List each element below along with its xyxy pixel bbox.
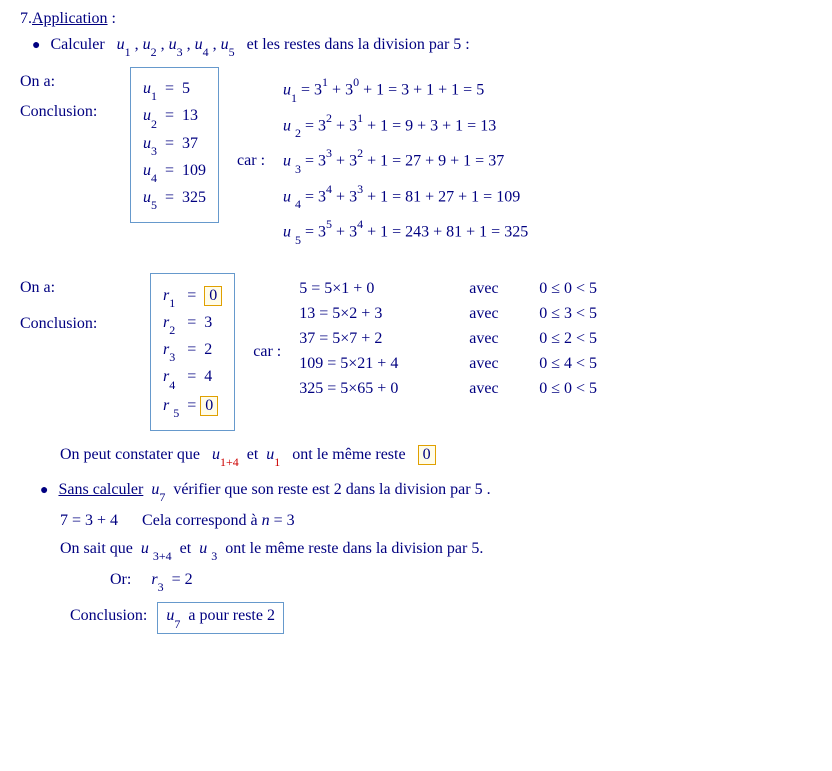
u-var: u <box>169 36 177 53</box>
constat-highlight: 0 <box>418 445 436 465</box>
bullet-sans-calculer: ● Sans calculer u7 vérifier que son rest… <box>40 481 812 502</box>
r-values-row: On a: Conclusion: r1 = 0 r2 = 3 r3 = 2 r… <box>20 273 812 431</box>
r1-line: r1 = 0 <box>163 286 222 308</box>
labels-col: On a: Conclusion: <box>20 67 130 121</box>
title-number: 7. <box>20 10 32 27</box>
sub-1p4: 1+4 <box>220 455 239 469</box>
u-var: u <box>195 36 203 53</box>
bullet-icon: ● <box>32 38 40 53</box>
u3-line: u3 = 37 <box>143 135 206 156</box>
title-text: Application <box>32 10 108 27</box>
u4-calc: u 4 = 34 + 33 + 1 = 81 + 27 + 1 = 109 <box>283 184 812 210</box>
conclusion-label3: Conclusion: <box>70 607 147 624</box>
section-title: 7.Application : <box>20 10 812 28</box>
sub7: 7 <box>159 490 165 504</box>
title-colon: : <box>108 10 116 27</box>
u1-calc: u1 = 31 + 30 + 1 = 3 + 1 + 1 = 5 <box>283 77 812 103</box>
u-box: u1 = 5 u2 = 13 u3 = 37 u4 = 109 u5 = 325 <box>130 67 219 223</box>
r5-highlight: 0 <box>200 396 218 416</box>
d2: 13 = 5×2 + 3avec0 ≤ 3 < 5 <box>299 305 812 323</box>
d5: 325 = 5×65 + 0avec0 ≤ 0 < 5 <box>299 380 812 398</box>
conclusion-label2: Conclusion: <box>20 315 150 333</box>
bullet-calculer: ● Calculer u1 , u2 , u3 , u4 , u5 et les… <box>32 36 812 57</box>
bullet-icon2: ● <box>40 483 48 498</box>
u3-calc: u 3 = 33 + 32 + 1 = 27 + 9 + 1 = 37 <box>283 148 812 174</box>
r4-line: r4 = 4 <box>163 368 222 389</box>
r1-highlight: 0 <box>204 286 222 306</box>
on-a-label2: On a: <box>20 279 150 297</box>
u-var: u <box>143 36 151 53</box>
r3-line: r3 = 2 <box>163 341 222 362</box>
bullet2-b: vérifier que son reste est 2 dans la div… <box>173 481 490 498</box>
sub5: 5 <box>229 45 235 59</box>
u-values-row: On a: Conclusion: u1 = 5 u2 = 13 u3 = 37… <box>20 67 812 255</box>
r-box: r1 = 0 r2 = 3 r3 = 2 r4 = 4 r 5 = 0 <box>150 273 235 431</box>
conclusion-box: u7 a pour reste 2 <box>157 602 284 633</box>
car-label2: car : <box>235 343 299 361</box>
conclusion-label: Conclusion: <box>20 103 130 121</box>
car-label: car : <box>219 152 283 170</box>
line-conclusion-final: Conclusion: u7 a pour reste 2 <box>70 602 812 633</box>
line-on-sait: On sait que u 3+4 et u 3 ont le même res… <box>60 540 812 561</box>
constat-line: On peut constater que u1+4 et u1 ont le … <box>60 445 812 467</box>
d1: 5 = 5×1 + 0avec0 ≤ 0 < 5 <box>299 280 812 298</box>
line-or: Or: r3 = 2 <box>110 571 812 592</box>
u2-calc: u 2 = 32 + 31 + 1 = 9 + 3 + 1 = 13 <box>283 113 812 139</box>
u-var: u <box>117 36 125 53</box>
u-calc-col: u1 = 31 + 30 + 1 = 3 + 1 + 1 = 5 u 2 = 3… <box>283 67 812 255</box>
sub1: 1 <box>125 45 131 59</box>
r2-line: r2 = 3 <box>163 314 222 335</box>
sub3: 3 <box>177 45 183 59</box>
sub-3p4: 3+4 <box>153 549 172 563</box>
u1-line: u1 = 5 <box>143 80 206 101</box>
u2-line: u2 = 13 <box>143 107 206 128</box>
bullet1-prefix: Calculer <box>50 36 104 53</box>
div-calc-col: 5 = 5×1 + 0avec0 ≤ 0 < 5 13 = 5×2 + 3ave… <box>299 273 812 405</box>
u5-line: u5 = 325 <box>143 189 206 210</box>
bullet2-a: Sans calculer <box>58 481 143 498</box>
sub2: 2 <box>151 45 157 59</box>
r5-line: r 5 = 0 <box>163 396 222 418</box>
labels-col2: On a: Conclusion: <box>20 273 150 333</box>
d3: 37 = 5×7 + 2avec0 ≤ 2 < 5 <box>299 330 812 348</box>
u4-line: u4 = 109 <box>143 162 206 183</box>
bullet1-suffix: et les restes dans la division par 5 : <box>247 36 470 53</box>
d4: 109 = 5×21 + 4avec0 ≤ 4 < 5 <box>299 355 812 373</box>
line-7-eq: 7 = 3 + 4 Cela correspond à n = 3 <box>60 512 812 530</box>
u-var: u <box>221 36 229 53</box>
sub-1-red: 1 <box>274 455 280 469</box>
u5-calc: u 5 = 35 + 34 + 1 = 243 + 81 + 1 = 325 <box>283 219 812 245</box>
sub4: 4 <box>203 45 209 59</box>
on-a-label: On a: <box>20 73 130 91</box>
